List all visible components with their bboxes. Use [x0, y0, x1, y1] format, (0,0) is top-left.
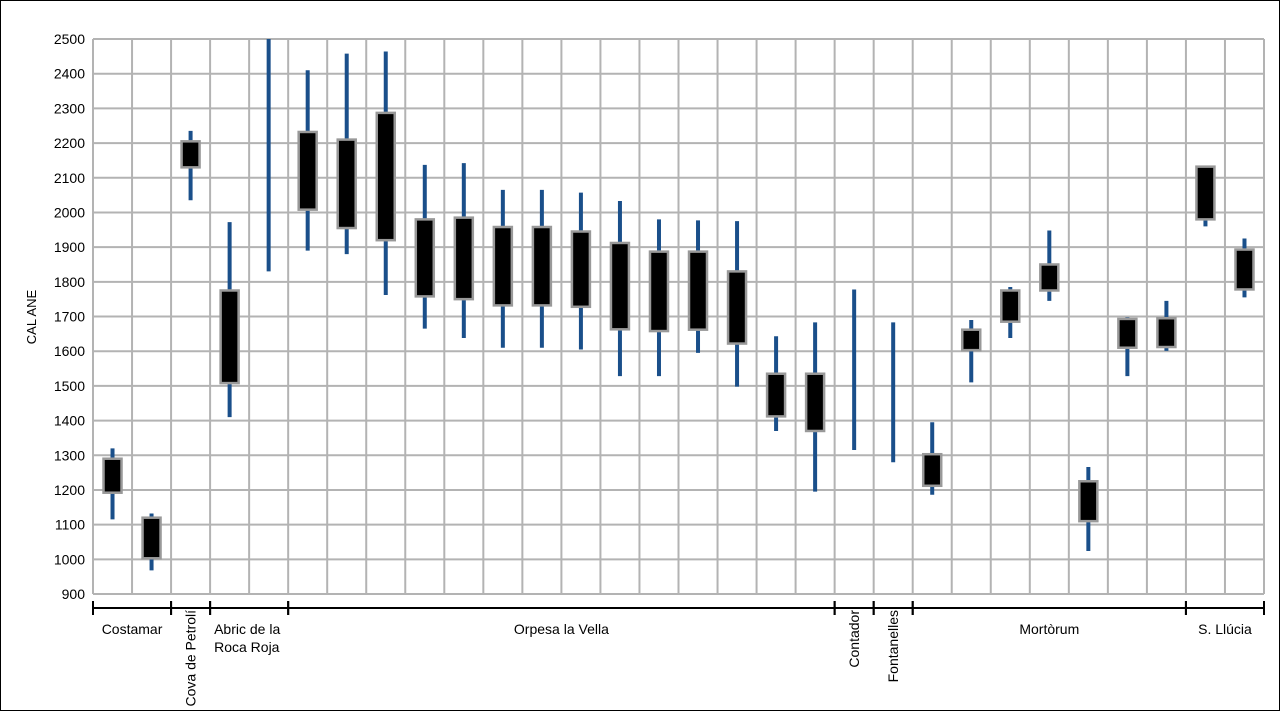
y-tick-label: 1500: [54, 378, 85, 394]
candle: [804, 322, 826, 492]
candle: [180, 130, 201, 201]
y-tick-label: 2400: [54, 66, 85, 82]
candle-box: [804, 372, 826, 433]
y-tick-label: 1700: [54, 309, 85, 325]
candle-box: [726, 270, 748, 345]
y-tick-label: 1000: [54, 551, 85, 567]
candle: [961, 319, 982, 383]
group-label: Fontanelles: [885, 610, 901, 682]
candle: [648, 219, 670, 377]
candle: [1195, 165, 1216, 227]
candle-box: [1078, 480, 1099, 523]
candle: [1156, 300, 1177, 351]
candle-box: [102, 457, 123, 494]
site-group-axis: Costamar Cova de Petrolí Abric de la Roca R…: [92, 601, 1265, 707]
candle-box: [961, 328, 982, 352]
candle-box: [414, 218, 436, 298]
candle: [1000, 287, 1021, 339]
candle: [492, 189, 514, 348]
candle: [219, 222, 240, 418]
candle-box: [1156, 316, 1177, 349]
y-tick-label: 2300: [54, 100, 85, 116]
y-tick-label: 2100: [54, 170, 85, 186]
site-group: S. Llúcia: [1184, 601, 1265, 637]
candle-box: [141, 516, 162, 560]
candle: [570, 192, 592, 350]
y-tick-label: 1900: [54, 239, 85, 255]
candle-box: [1000, 289, 1021, 323]
candle-box: [609, 241, 631, 331]
candle-box: [921, 452, 943, 488]
candle: [1117, 317, 1138, 377]
grid: [92, 38, 1265, 595]
y-tick-label: 1800: [54, 274, 85, 290]
site-group: Cova de Petrolí: [170, 601, 212, 707]
candle-box: [765, 372, 787, 418]
candle-box: [1117, 317, 1138, 349]
site-group: Fontanelles: [872, 601, 914, 682]
candle: [141, 513, 162, 571]
candle-box: [336, 138, 357, 230]
y-tick-label: 1400: [54, 413, 85, 429]
candle: [1078, 467, 1099, 551]
group-label: Costamar: [102, 621, 163, 637]
candle: [531, 189, 553, 348]
site-group: Costamar: [92, 601, 173, 637]
group-label: Contador: [846, 610, 862, 668]
candle-box: [687, 250, 709, 331]
candle-box: [1039, 263, 1060, 292]
candle: [687, 220, 709, 353]
candle: [453, 163, 475, 339]
candle: [726, 221, 748, 387]
group-label: Abric de la Roca Roja: [214, 621, 280, 655]
candle: [336, 53, 357, 255]
candle-box: [180, 140, 201, 169]
candle-box: [1195, 165, 1216, 221]
candle-box: [1234, 248, 1255, 291]
site-group: Mortòrum: [911, 601, 1187, 637]
y-axis-label: CAL ANE: [24, 289, 39, 344]
y-tick-label: 900: [62, 586, 86, 602]
y-tick-label: 1600: [54, 343, 85, 359]
y-tick-label: 2500: [54, 31, 85, 47]
y-tick-label: 2000: [54, 204, 85, 220]
candle-box: [570, 230, 592, 309]
y-tick-label: 1300: [54, 447, 85, 463]
candle: [765, 336, 787, 431]
candle: [921, 422, 943, 495]
candle: [414, 164, 436, 329]
y-axis-ticks: 900 1000 1100 1200 1300 1400 1500 1600 1700 1800 1…: [54, 31, 85, 602]
site-group: Contador: [833, 601, 875, 668]
y-tick-label: 2200: [54, 135, 85, 151]
candle-box: [219, 289, 240, 385]
candle: [102, 448, 123, 520]
candle-box: [492, 225, 514, 307]
group-label: Orpesa la Vella: [514, 621, 609, 637]
site-group: Orpesa la Vella: [287, 601, 836, 637]
candle: [297, 70, 318, 251]
candles: [102, 39, 1255, 571]
candle-box: [531, 225, 553, 307]
candle: [1234, 238, 1255, 298]
candle-box: [375, 111, 396, 242]
site-group: Abric de la Roca Roja: [209, 601, 290, 655]
y-tick-label: 1100: [55, 517, 85, 533]
candle: [609, 200, 631, 377]
group-label: Mortòrum: [1019, 621, 1079, 637]
candle-box: [297, 130, 318, 211]
candle: [375, 51, 396, 295]
candle-box: [453, 216, 475, 301]
candle: [1039, 230, 1060, 301]
group-label: Cova de Petrolí: [183, 610, 199, 707]
candle-box: [648, 250, 670, 333]
group-label: S. Llúcia: [1198, 621, 1252, 637]
y-tick-label: 1200: [54, 482, 85, 498]
